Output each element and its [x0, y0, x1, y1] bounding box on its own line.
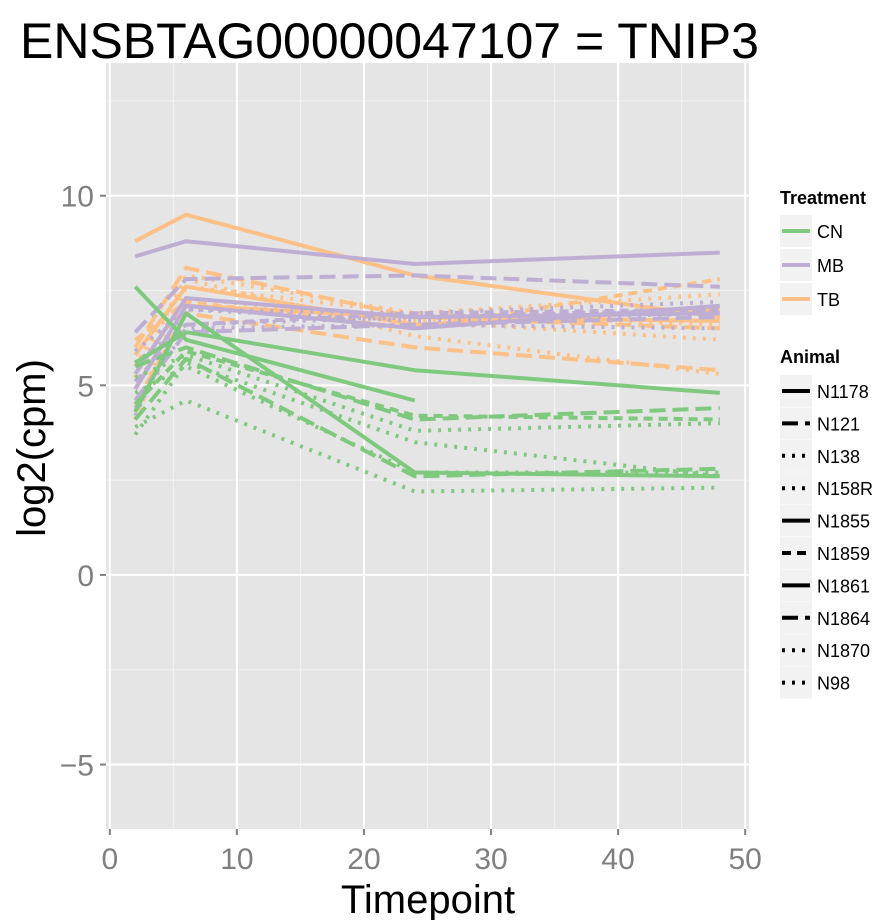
- legend-title-animal: Animal: [780, 347, 840, 367]
- series-line-cn-n1859: [133, 349, 720, 422]
- series-line-mb-n1859: [133, 307, 720, 383]
- legend-label-cn: CN: [817, 222, 843, 242]
- legend-key-bg: [780, 666, 812, 699]
- series-line-mb-n98: [133, 307, 720, 417]
- legend-label-n1870: N1870: [817, 641, 870, 661]
- x-axis-label: Timepoint: [341, 878, 515, 920]
- series-line-cn-n1855: [133, 285, 416, 403]
- series-line-mb-n121: [133, 273, 720, 334]
- legend-key-bg: [780, 472, 812, 505]
- series-line-cn-n121: [134, 345, 720, 422]
- series-line-cn-n1178: [134, 330, 720, 395]
- legend-label-n98: N98: [817, 674, 850, 694]
- legend-key-bg: [780, 634, 812, 667]
- legend-key-bg: [780, 439, 812, 472]
- x-tick-label: 10: [220, 843, 253, 876]
- series-line-tb-n1859: [134, 277, 721, 342]
- x-tick-label: 20: [347, 843, 380, 876]
- chart-title: ENSBTAG00000047107 = TNIP3: [20, 13, 759, 69]
- legend-label-n138: N138: [817, 447, 860, 467]
- legend-label-n1178: N1178: [817, 382, 869, 402]
- legend-label-n121: N121: [817, 414, 860, 434]
- legend-label-mb: MB: [817, 256, 844, 276]
- x-tick-label: 40: [601, 843, 634, 876]
- series-line-mb-n1178: [134, 239, 720, 266]
- legend-title-treatment: Treatment: [780, 188, 866, 208]
- series-line-mb-n138: [133, 299, 720, 353]
- y-tick-label: −5: [60, 750, 94, 783]
- y-axis-label: log2(cpm): [10, 359, 54, 537]
- series-line-tb-n1178: [134, 212, 721, 320]
- x-tick-label: 0: [101, 843, 118, 876]
- legend: Treatment CN MB TB Animal N1178 N121 N138 N158R N…: [780, 188, 873, 699]
- legend-label-n158r: N158R: [817, 479, 873, 499]
- legend-label-n1859: N1859: [817, 544, 870, 564]
- y-tick-label: 5: [77, 370, 94, 403]
- legend-label-tb: TB: [817, 290, 840, 310]
- y-tick-label: 0: [77, 560, 94, 593]
- plot-area: [106, 63, 749, 829]
- y-tick-label: 10: [61, 181, 94, 214]
- series-line-mb-n1864: [133, 315, 720, 402]
- series-line-tb-n158r: [133, 273, 720, 379]
- axes: 0 10 20 30 40 50 −5 0 5 10: [60, 181, 762, 876]
- legend-label-n1855: N1855: [817, 512, 870, 532]
- x-tick-label: 50: [729, 843, 762, 876]
- series-line-cn-n1864: [133, 356, 720, 479]
- legend-label-n1864: N1864: [817, 609, 870, 629]
- series-line-cn-n1870: [134, 398, 720, 494]
- series-line-tb-n1870: [133, 284, 720, 413]
- legend-label-n1861: N1861: [817, 576, 870, 596]
- x-tick-label: 30: [474, 843, 507, 876]
